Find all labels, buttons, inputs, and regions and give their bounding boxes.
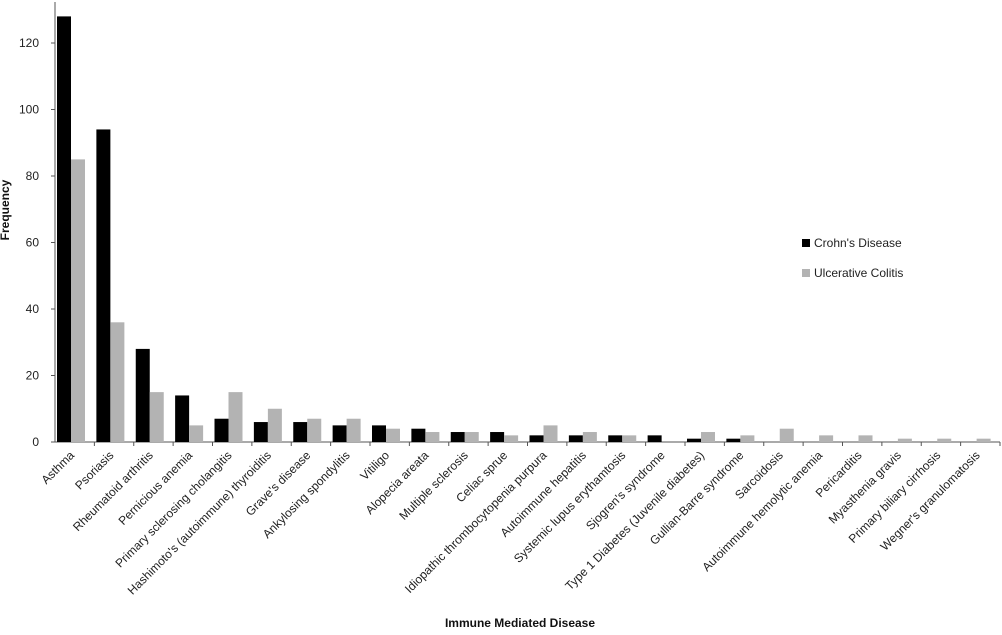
bar-ulcerative-colitis (622, 435, 637, 442)
y-tick-label: 100 (19, 103, 39, 117)
bar-ulcerative-colitis (504, 435, 519, 442)
bar-ulcerative-colitis (189, 425, 204, 442)
bar-ulcerative-colitis (425, 432, 440, 442)
x-category-label: Multiple sclerosis (396, 448, 471, 523)
bar-ulcerative-colitis (897, 438, 912, 442)
bar-crohns (214, 418, 229, 442)
x-category-label: Type 1 Diabetes (Juvenile diabetes) (562, 448, 707, 593)
bar-crohns (608, 435, 623, 442)
y-axis-title: Frequency (0, 179, 12, 240)
chart-bars (57, 16, 991, 443)
y-axis-ticks: 0 20 40 60 80 100 120 (19, 36, 55, 449)
bar-crohns (647, 435, 662, 442)
chart-axes (54, 2, 1000, 443)
bar-ulcerative-colitis (386, 428, 400, 442)
y-tick-label: 40 (26, 302, 40, 316)
bar-ulcerative-colitis (228, 392, 243, 442)
bar-ulcerative-colitis (858, 435, 873, 442)
bar-crohns (253, 422, 268, 442)
bar-ulcerative-colitis (346, 418, 361, 442)
legend-label-crohns: Crohn's Disease (814, 236, 902, 250)
bar-crohns (687, 438, 701, 442)
bar-crohns (450, 432, 465, 442)
bar-crohns (332, 425, 347, 442)
bar-ulcerative-colitis (149, 392, 164, 442)
bar-ulcerative-colitis (937, 438, 952, 442)
y-tick-label: 60 (26, 236, 40, 250)
x-category-label: Hashimoto's (autoimmune) thyroiditis (125, 448, 274, 597)
bar-crohns (372, 425, 386, 442)
x-category-label: Pernicious anemia (116, 448, 196, 528)
bar-crohns (529, 435, 544, 442)
bar-ulcerative-colitis (976, 438, 991, 442)
legend-swatch-uc (802, 269, 810, 277)
x-category-label: Asthma (38, 448, 77, 487)
bar-crohns (568, 435, 583, 442)
x-category-label: Idiopathic thrombocytopenia purpura (402, 448, 550, 596)
bar-ulcerative-colitis (464, 432, 479, 442)
bar-ulcerative-colitis (267, 408, 282, 442)
bar-ulcerative-colitis (71, 159, 85, 442)
bar-ulcerative-colitis (701, 432, 715, 442)
bar-crohns (411, 428, 426, 442)
bar-crohns (175, 395, 190, 442)
x-category-label: Myasthenia gravis (826, 448, 904, 526)
bar-ulcerative-colitis (779, 428, 794, 442)
y-tick-label: 20 (26, 369, 40, 383)
bar-crohns (293, 422, 308, 442)
y-tick-label: 0 (32, 435, 39, 449)
bar-crohns (726, 438, 741, 442)
x-category-label: Vitiligo (357, 448, 392, 483)
bar-ulcerative-colitis (740, 435, 755, 442)
bar-crohns (490, 432, 505, 442)
bar-ulcerative-colitis (819, 435, 834, 442)
legend-label-uc: Ulcerative Colitis (814, 266, 903, 280)
bar-ulcerative-colitis (582, 432, 597, 442)
legend-swatch-crohns (802, 239, 810, 247)
bar-ulcerative-colitis (110, 322, 125, 442)
y-tick-label: 120 (19, 36, 39, 50)
y-tick-label: 80 (26, 169, 40, 183)
legend: Crohn's Disease Ulcerative Colitis (802, 236, 903, 280)
bar-ulcerative-colitis (307, 418, 322, 442)
bar-ulcerative-colitis (543, 425, 558, 442)
x-axis-title: Immune Mediated Disease (445, 616, 595, 630)
bar-crohns (57, 16, 71, 443)
bar-crohns (96, 129, 111, 442)
bar-crohns (135, 348, 150, 442)
